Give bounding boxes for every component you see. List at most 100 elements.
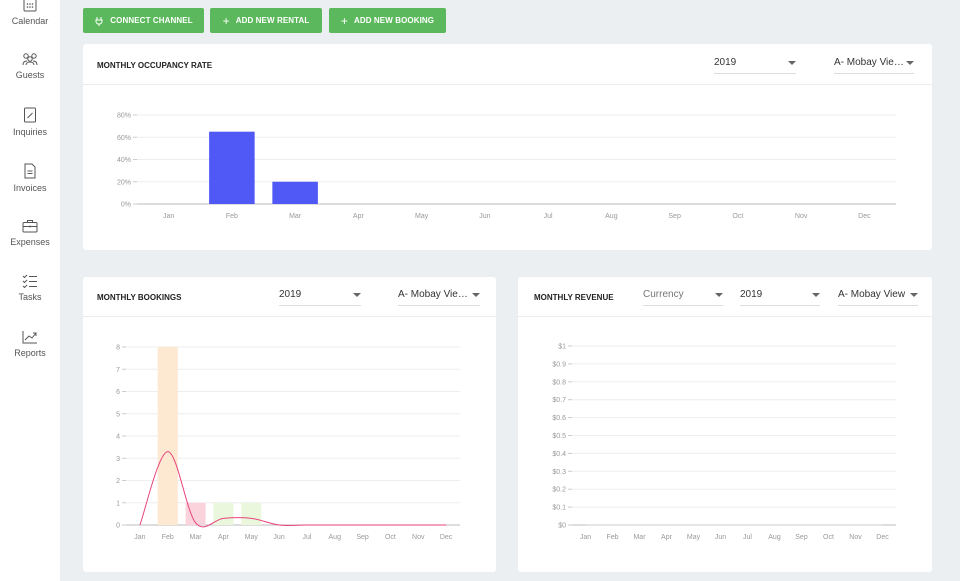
bookings-rental-value: A- Mobay Vie… xyxy=(398,289,468,300)
y-tick-label: 40% xyxy=(117,157,131,164)
plus-icon: + xyxy=(340,13,348,28)
occupancy-chart: 0% 20% 40% 60% 80% Jan Feb Mar Apr May Jun Jul Aug Se… xyxy=(117,113,896,220)
x-tick-label: Apr xyxy=(353,213,365,220)
y-tick-label: $0.9 xyxy=(552,361,566,368)
chevron-down-icon xyxy=(788,61,796,65)
add-new-booking-button[interactable]: + ADD NEW BOOKING xyxy=(329,8,446,33)
bar xyxy=(241,502,262,525)
revenue-rental-value: A- Mobay View xyxy=(838,289,906,300)
sidebar-item-inquiries[interactable]: Inquiries xyxy=(0,107,60,137)
y-tick-label: 7 xyxy=(116,367,120,374)
bookings-year-select[interactable]: 2019 xyxy=(279,289,361,306)
x-tick-label: Jun xyxy=(479,213,490,220)
revenue-currency-select[interactable]: Currency xyxy=(643,289,723,306)
chevron-down-icon xyxy=(715,293,723,297)
x-tick-label: Apr xyxy=(661,534,673,541)
revenue-year-value: 2019 xyxy=(740,289,763,300)
x-tick-label: Feb xyxy=(606,534,618,541)
y-tick-label: $0.7 xyxy=(552,397,566,404)
x-tick-label: Jul xyxy=(743,534,752,541)
y-tick-label: 6 xyxy=(116,389,120,396)
bar xyxy=(185,502,206,525)
revenue-currency-placeholder: Currency xyxy=(643,289,684,300)
bookings-chart: 0 1 2 3 4 5 6 7 8 Jan Feb Mar Apr May Jun Jul Aug Sep Oct N… xyxy=(116,345,460,541)
x-tick-label: Nov xyxy=(795,213,808,220)
bookings-title: MONTHLY BOOKINGS xyxy=(97,293,182,302)
y-tick-label: $0.5 xyxy=(552,433,566,440)
sidebar-item-label: Calendar xyxy=(11,16,49,26)
tasks-icon xyxy=(22,274,37,288)
revenue-title: MONTHLY REVENUE xyxy=(534,293,614,302)
x-tick-label: Sep xyxy=(356,534,369,541)
x-tick-label: Oct xyxy=(823,534,834,541)
bar xyxy=(213,502,234,525)
sidebar-item-calendar[interactable]: Calendar xyxy=(0,0,60,26)
x-tick-label: Aug xyxy=(605,213,618,220)
y-tick-label: 8 xyxy=(116,345,120,352)
x-tick-label: Sep xyxy=(668,213,681,220)
bookings-rental-select[interactable]: A- Mobay Vie… xyxy=(398,289,480,306)
occupancy-rental-value: A- Mobay Vie… xyxy=(834,57,904,68)
sidebar-item-label: Expenses xyxy=(10,237,50,247)
x-tick-label: Aug xyxy=(768,534,781,541)
revenue-rental-select[interactable]: A- Mobay View xyxy=(838,289,918,306)
add-new-rental-button[interactable]: + ADD NEW RENTAL xyxy=(210,8,322,33)
chevron-down-icon xyxy=(353,293,361,297)
x-tick-label: Aug xyxy=(329,534,342,541)
y-tick-label: 80% xyxy=(117,113,131,120)
occupancy-rental-select[interactable]: A- Mobay Vie… xyxy=(834,57,914,74)
occupancy-year-select[interactable]: 2019 xyxy=(714,57,796,74)
occupancy-year-value: 2019 xyxy=(714,57,737,68)
bar xyxy=(209,131,255,204)
inquiries-icon xyxy=(24,107,36,123)
x-tick-label: Jan xyxy=(163,213,174,220)
chevron-down-icon xyxy=(906,61,914,65)
add-new-booking-label: ADD NEW BOOKING xyxy=(353,16,435,25)
y-tick-label: 4 xyxy=(116,434,120,441)
reports-icon xyxy=(22,331,37,344)
chevron-down-icon xyxy=(910,293,918,297)
y-tick-label: $0.3 xyxy=(552,469,566,476)
x-tick-label: Mar xyxy=(633,534,646,541)
sidebar-item-expenses[interactable]: Expenses xyxy=(0,219,60,247)
y-tick-label: 1 xyxy=(116,500,120,507)
plug-icon xyxy=(95,16,103,26)
sidebar-item-guests[interactable]: Guests xyxy=(0,52,60,80)
x-tick-label: Dec xyxy=(440,534,453,541)
bookings-card: MONTHLY BOOKINGS 2019 A- Mobay Vie… 0 1 2 3… xyxy=(83,277,496,572)
x-tick-label: Jun xyxy=(715,534,726,541)
sidebar-item-label: Tasks xyxy=(18,292,42,302)
occupancy-title: MONTHLY OCCUPANCY RATE xyxy=(97,61,213,70)
y-tick-label: 3 xyxy=(116,456,120,463)
sidebar-item-label: Guests xyxy=(15,70,45,80)
connect-channel-label: CONNECT CHANNEL xyxy=(110,16,193,25)
sidebar-item-invoices[interactable]: Invoices xyxy=(0,163,60,193)
occupancy-card: MONTHLY OCCUPANCY RATE 2019 A- Mobay Vie… xyxy=(83,44,932,250)
x-tick-label: Oct xyxy=(385,534,396,541)
revenue-chart: $0 $0.1 $0.2 $0.3 $0.4 $0.5 $0.6 $0.7 $0.8 $0.9 $1… xyxy=(552,344,896,541)
x-tick-label: Jun xyxy=(273,534,284,541)
x-tick-label: Nov xyxy=(412,534,425,541)
y-tick-label: $1 xyxy=(558,344,566,351)
sidebar-item-tasks[interactable]: Tasks xyxy=(0,274,60,302)
x-tick-label: Feb xyxy=(226,213,238,220)
plus-icon: + xyxy=(222,13,230,28)
x-tick-label: Mar xyxy=(190,534,203,541)
revenue-year-select[interactable]: 2019 xyxy=(740,289,820,306)
bar xyxy=(272,181,318,204)
guests-icon xyxy=(22,53,38,66)
x-tick-label: Jul xyxy=(544,213,553,220)
x-tick-label: Oct xyxy=(732,213,743,220)
bar xyxy=(157,347,178,525)
y-tick-label: 2 xyxy=(116,478,120,485)
sidebar-item-label: Reports xyxy=(14,348,46,358)
x-tick-label: Nov xyxy=(849,534,862,541)
y-tick-label: $0.2 xyxy=(552,487,566,494)
x-tick-label: Sep xyxy=(795,534,808,541)
x-tick-label: Apr xyxy=(218,534,230,541)
connect-channel-button[interactable]: CONNECT CHANNEL xyxy=(83,8,204,33)
x-tick-label: Feb xyxy=(162,534,174,541)
series-line xyxy=(139,451,447,528)
y-tick-label: $0.6 xyxy=(552,415,566,422)
sidebar-item-reports[interactable]: Reports xyxy=(0,330,60,358)
